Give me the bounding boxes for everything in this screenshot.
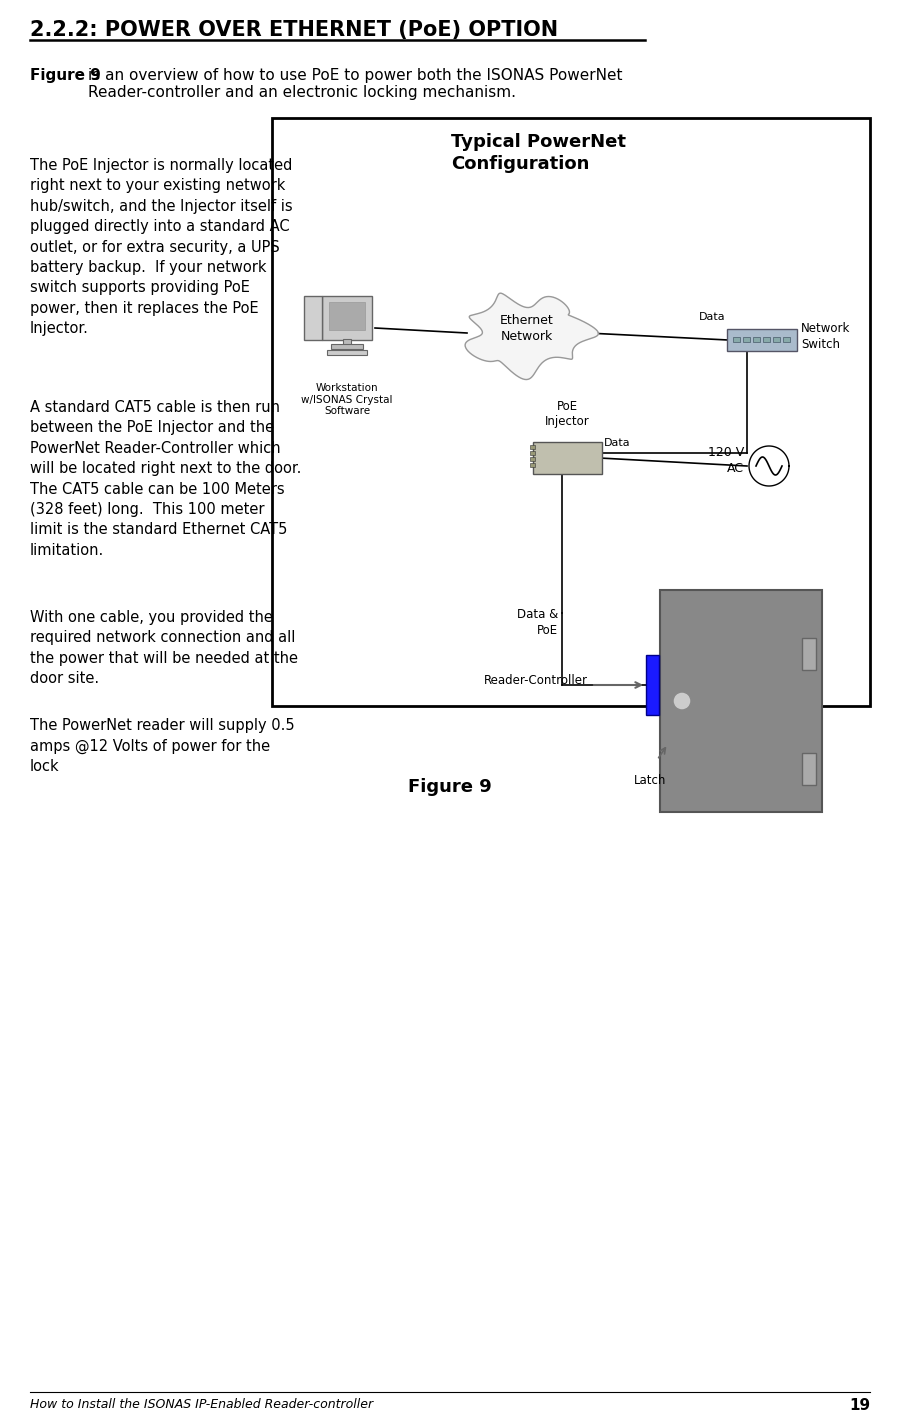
Text: Ethernet
Network: Ethernet Network xyxy=(500,314,554,342)
FancyBboxPatch shape xyxy=(802,754,816,785)
FancyBboxPatch shape xyxy=(773,337,780,342)
FancyBboxPatch shape xyxy=(743,337,750,342)
FancyBboxPatch shape xyxy=(532,443,602,474)
FancyBboxPatch shape xyxy=(733,337,740,342)
FancyBboxPatch shape xyxy=(327,351,367,355)
Text: The PowerNet reader will supply 0.5
amps @12 Volts of power for the
lock: The PowerNet reader will supply 0.5 amps… xyxy=(30,718,295,773)
Text: 19: 19 xyxy=(849,1398,870,1413)
FancyBboxPatch shape xyxy=(783,337,790,342)
FancyBboxPatch shape xyxy=(304,296,322,339)
FancyBboxPatch shape xyxy=(753,337,760,342)
Text: A standard CAT5 cable is then run
between the PoE Injector and the
PowerNet Read: A standard CAT5 cable is then run betwee… xyxy=(30,400,301,557)
FancyBboxPatch shape xyxy=(660,590,822,812)
FancyBboxPatch shape xyxy=(343,339,351,345)
Text: The PoE Injector is normally located
right next to your existing network
hub/swi: The PoE Injector is normally located rig… xyxy=(30,158,293,337)
FancyBboxPatch shape xyxy=(530,462,534,467)
FancyBboxPatch shape xyxy=(530,445,534,450)
Text: Figure 9: Figure 9 xyxy=(408,778,492,796)
Text: 2.2.2: POWER OVER ETHERNET (PoE) OPTION: 2.2.2: POWER OVER ETHERNET (PoE) OPTION xyxy=(30,20,558,40)
Text: Reader-Controller: Reader-Controller xyxy=(484,674,588,687)
Text: Figure 9: Figure 9 xyxy=(30,68,101,83)
Text: Latch: Latch xyxy=(633,773,666,788)
Text: 120 V
AC: 120 V AC xyxy=(708,447,744,475)
FancyBboxPatch shape xyxy=(272,117,870,706)
FancyBboxPatch shape xyxy=(727,329,797,351)
Text: is an overview of how to use PoE to power both the ISONAS PowerNet
Reader-contro: is an overview of how to use PoE to powe… xyxy=(88,68,623,100)
Text: Data: Data xyxy=(699,312,726,322)
FancyBboxPatch shape xyxy=(530,451,534,455)
FancyBboxPatch shape xyxy=(802,638,816,670)
Text: Data: Data xyxy=(604,438,630,448)
FancyBboxPatch shape xyxy=(329,303,365,329)
Text: Network
Switch: Network Switch xyxy=(801,322,851,352)
Text: With one cable, you provided the
required network connection and all
the power t: With one cable, you provided the require… xyxy=(30,609,298,686)
Text: How to Install the ISONAS IP-Enabled Reader-controller: How to Install the ISONAS IP-Enabled Rea… xyxy=(30,1398,373,1411)
Text: Typical PowerNet
Configuration: Typical PowerNet Configuration xyxy=(451,133,626,173)
Circle shape xyxy=(673,691,691,710)
FancyBboxPatch shape xyxy=(322,296,372,339)
Polygon shape xyxy=(465,293,598,379)
FancyBboxPatch shape xyxy=(646,655,659,715)
FancyBboxPatch shape xyxy=(331,344,363,349)
FancyBboxPatch shape xyxy=(530,457,534,461)
Text: Workstation
w/ISONAS Crystal
Software: Workstation w/ISONAS Crystal Software xyxy=(301,383,393,416)
FancyBboxPatch shape xyxy=(763,337,770,342)
Text: PoE
Injector: PoE Injector xyxy=(544,400,589,428)
Text: Data &
PoE: Data & PoE xyxy=(517,608,558,636)
